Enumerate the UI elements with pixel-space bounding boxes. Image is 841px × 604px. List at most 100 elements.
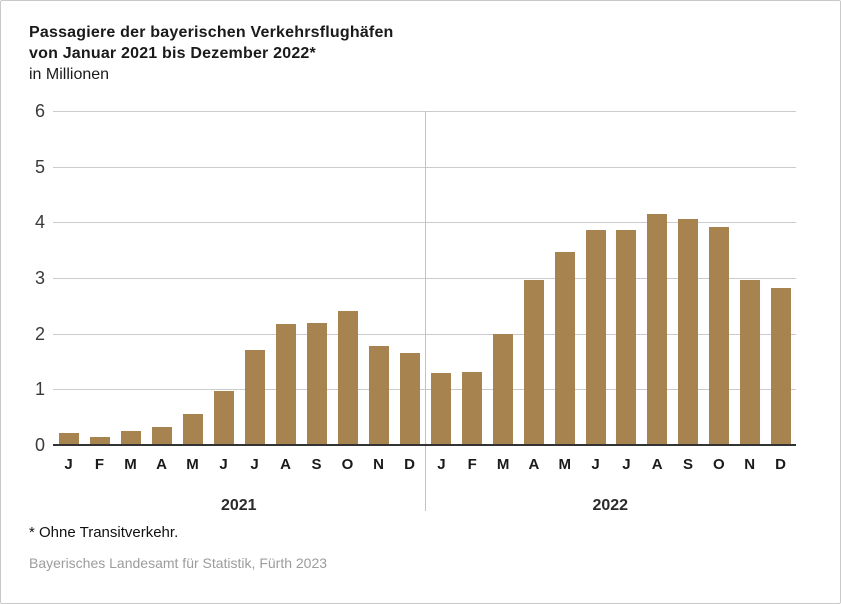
- month-label: J: [622, 456, 631, 473]
- month-label: F: [94, 456, 105, 473]
- bar-slot: F: [457, 111, 488, 473]
- x-axis-line: [53, 444, 796, 446]
- bar-2022-11: [739, 280, 760, 445]
- month-label: A: [528, 456, 540, 473]
- month-label: D: [404, 456, 415, 473]
- bar-slot: J: [53, 111, 84, 473]
- y-axis-tick-label: 1: [34, 379, 45, 400]
- month-label: J: [219, 456, 228, 473]
- bar-slot: M: [549, 111, 580, 473]
- bar-2021-5: [182, 414, 203, 445]
- bar-2021-2: [89, 436, 110, 445]
- bar-2021-11: [368, 345, 389, 445]
- bar-slot: A: [518, 111, 549, 473]
- bar-2022-4: [523, 279, 544, 445]
- y-axis-tick-label: 6: [34, 101, 45, 121]
- bar-slot: S: [301, 111, 332, 473]
- bar-slot: M: [115, 111, 146, 473]
- bar-slot: M: [488, 111, 519, 473]
- y-axis: 0 1 2 3 4 5 6: [3, 101, 45, 455]
- month-label: O: [713, 456, 725, 473]
- gridline: [53, 222, 796, 224]
- gridline: [53, 278, 796, 279]
- bar-2021-3: [120, 431, 141, 445]
- bar-2022-1: [431, 372, 452, 445]
- month-label: F: [467, 456, 477, 473]
- bar-slot: O: [332, 111, 363, 473]
- gridline: [53, 166, 796, 168]
- gridline: [53, 333, 796, 335]
- bar-slot: M: [177, 111, 208, 473]
- bar-slot: A: [642, 111, 673, 473]
- bar-slot: A: [270, 111, 301, 473]
- month-label: M: [186, 456, 199, 473]
- bar-2021-10: [337, 311, 358, 445]
- plot-area: 0 1 2 3 4 5 6 J F M A M J J A S O N D J F M A M J J A S O N D 2021 2…: [35, 101, 796, 514]
- bar-2022-9: [678, 219, 699, 445]
- bar-slot: D: [765, 111, 796, 473]
- month-label: A: [651, 456, 663, 473]
- month-label: J: [250, 456, 259, 473]
- y-axis-tick-label: 2: [34, 323, 45, 344]
- bar-2021-12: [399, 352, 420, 445]
- bar-2021-6: [213, 391, 234, 445]
- month-label: S: [311, 456, 322, 473]
- bar-2022-10: [708, 226, 729, 445]
- gridline: [53, 389, 796, 391]
- year-labels-row: 2021 2022: [53, 497, 796, 515]
- y-axis-tick-label: 3: [34, 268, 45, 288]
- bar-2022-8: [647, 213, 668, 445]
- bar-slot: O: [703, 111, 734, 473]
- bar-slot: D: [394, 111, 425, 473]
- bar-slot: S: [673, 111, 704, 473]
- gridline: [53, 111, 796, 112]
- footnote: * Ohne Transitverkehr.: [29, 524, 179, 541]
- month-label: J: [437, 456, 446, 473]
- bar-slot: J: [239, 111, 270, 473]
- bar-2022-6: [585, 229, 606, 445]
- month-label: S: [683, 456, 694, 473]
- bar-2021-7: [244, 349, 265, 445]
- month-label: O: [341, 456, 354, 473]
- month-label: J: [591, 456, 600, 473]
- chart-title-line1: Passagiere der bayerischen Verkehrsflugh…: [29, 24, 394, 41]
- bar-2022-5: [554, 251, 575, 445]
- bar-2021-9: [306, 323, 327, 445]
- source-attribution: Bayerisches Landesamt für Statistik, Für…: [29, 555, 328, 571]
- bar-slot: A: [146, 111, 177, 473]
- bar-2021-1: [58, 433, 79, 445]
- bar-slot: F: [84, 111, 115, 473]
- month-label: A: [156, 456, 167, 473]
- y-axis-tick-label: 5: [34, 156, 45, 177]
- year-divider-line: [425, 111, 426, 511]
- bar-2022-3: [493, 333, 514, 445]
- bar-2022-2: [462, 371, 483, 445]
- bar-slot: J: [426, 111, 457, 473]
- month-label: M: [496, 456, 510, 473]
- chart-subtitle: in Millionen: [29, 66, 110, 83]
- bar-slot: N: [734, 111, 765, 473]
- month-label: J: [64, 456, 73, 473]
- bar-2021-4: [151, 427, 172, 445]
- bar-slot: J: [611, 111, 642, 473]
- month-label: N: [744, 456, 756, 473]
- bar-2021-8: [275, 323, 296, 445]
- chart-header: Passagiere der bayerischen Verkehrsflugh…: [29, 22, 394, 85]
- bar-slot: N: [363, 111, 394, 473]
- bar-slot: J: [208, 111, 239, 473]
- month-label: N: [373, 456, 384, 473]
- chart-title-line2: von Januar 2021 bis Dezember 2022*: [29, 45, 316, 62]
- y-axis-tick-label: 4: [34, 212, 45, 233]
- bar-2022-7: [616, 229, 637, 445]
- year-label-2021: 2021: [220, 497, 257, 514]
- month-label: M: [124, 456, 137, 473]
- y-axis-tick-label: 0: [34, 435, 45, 455]
- month-label: A: [280, 456, 291, 473]
- month-label: M: [558, 456, 571, 473]
- year-label-2022: 2022: [592, 497, 629, 514]
- month-label: D: [775, 456, 786, 473]
- bar-2022-12: [770, 288, 791, 445]
